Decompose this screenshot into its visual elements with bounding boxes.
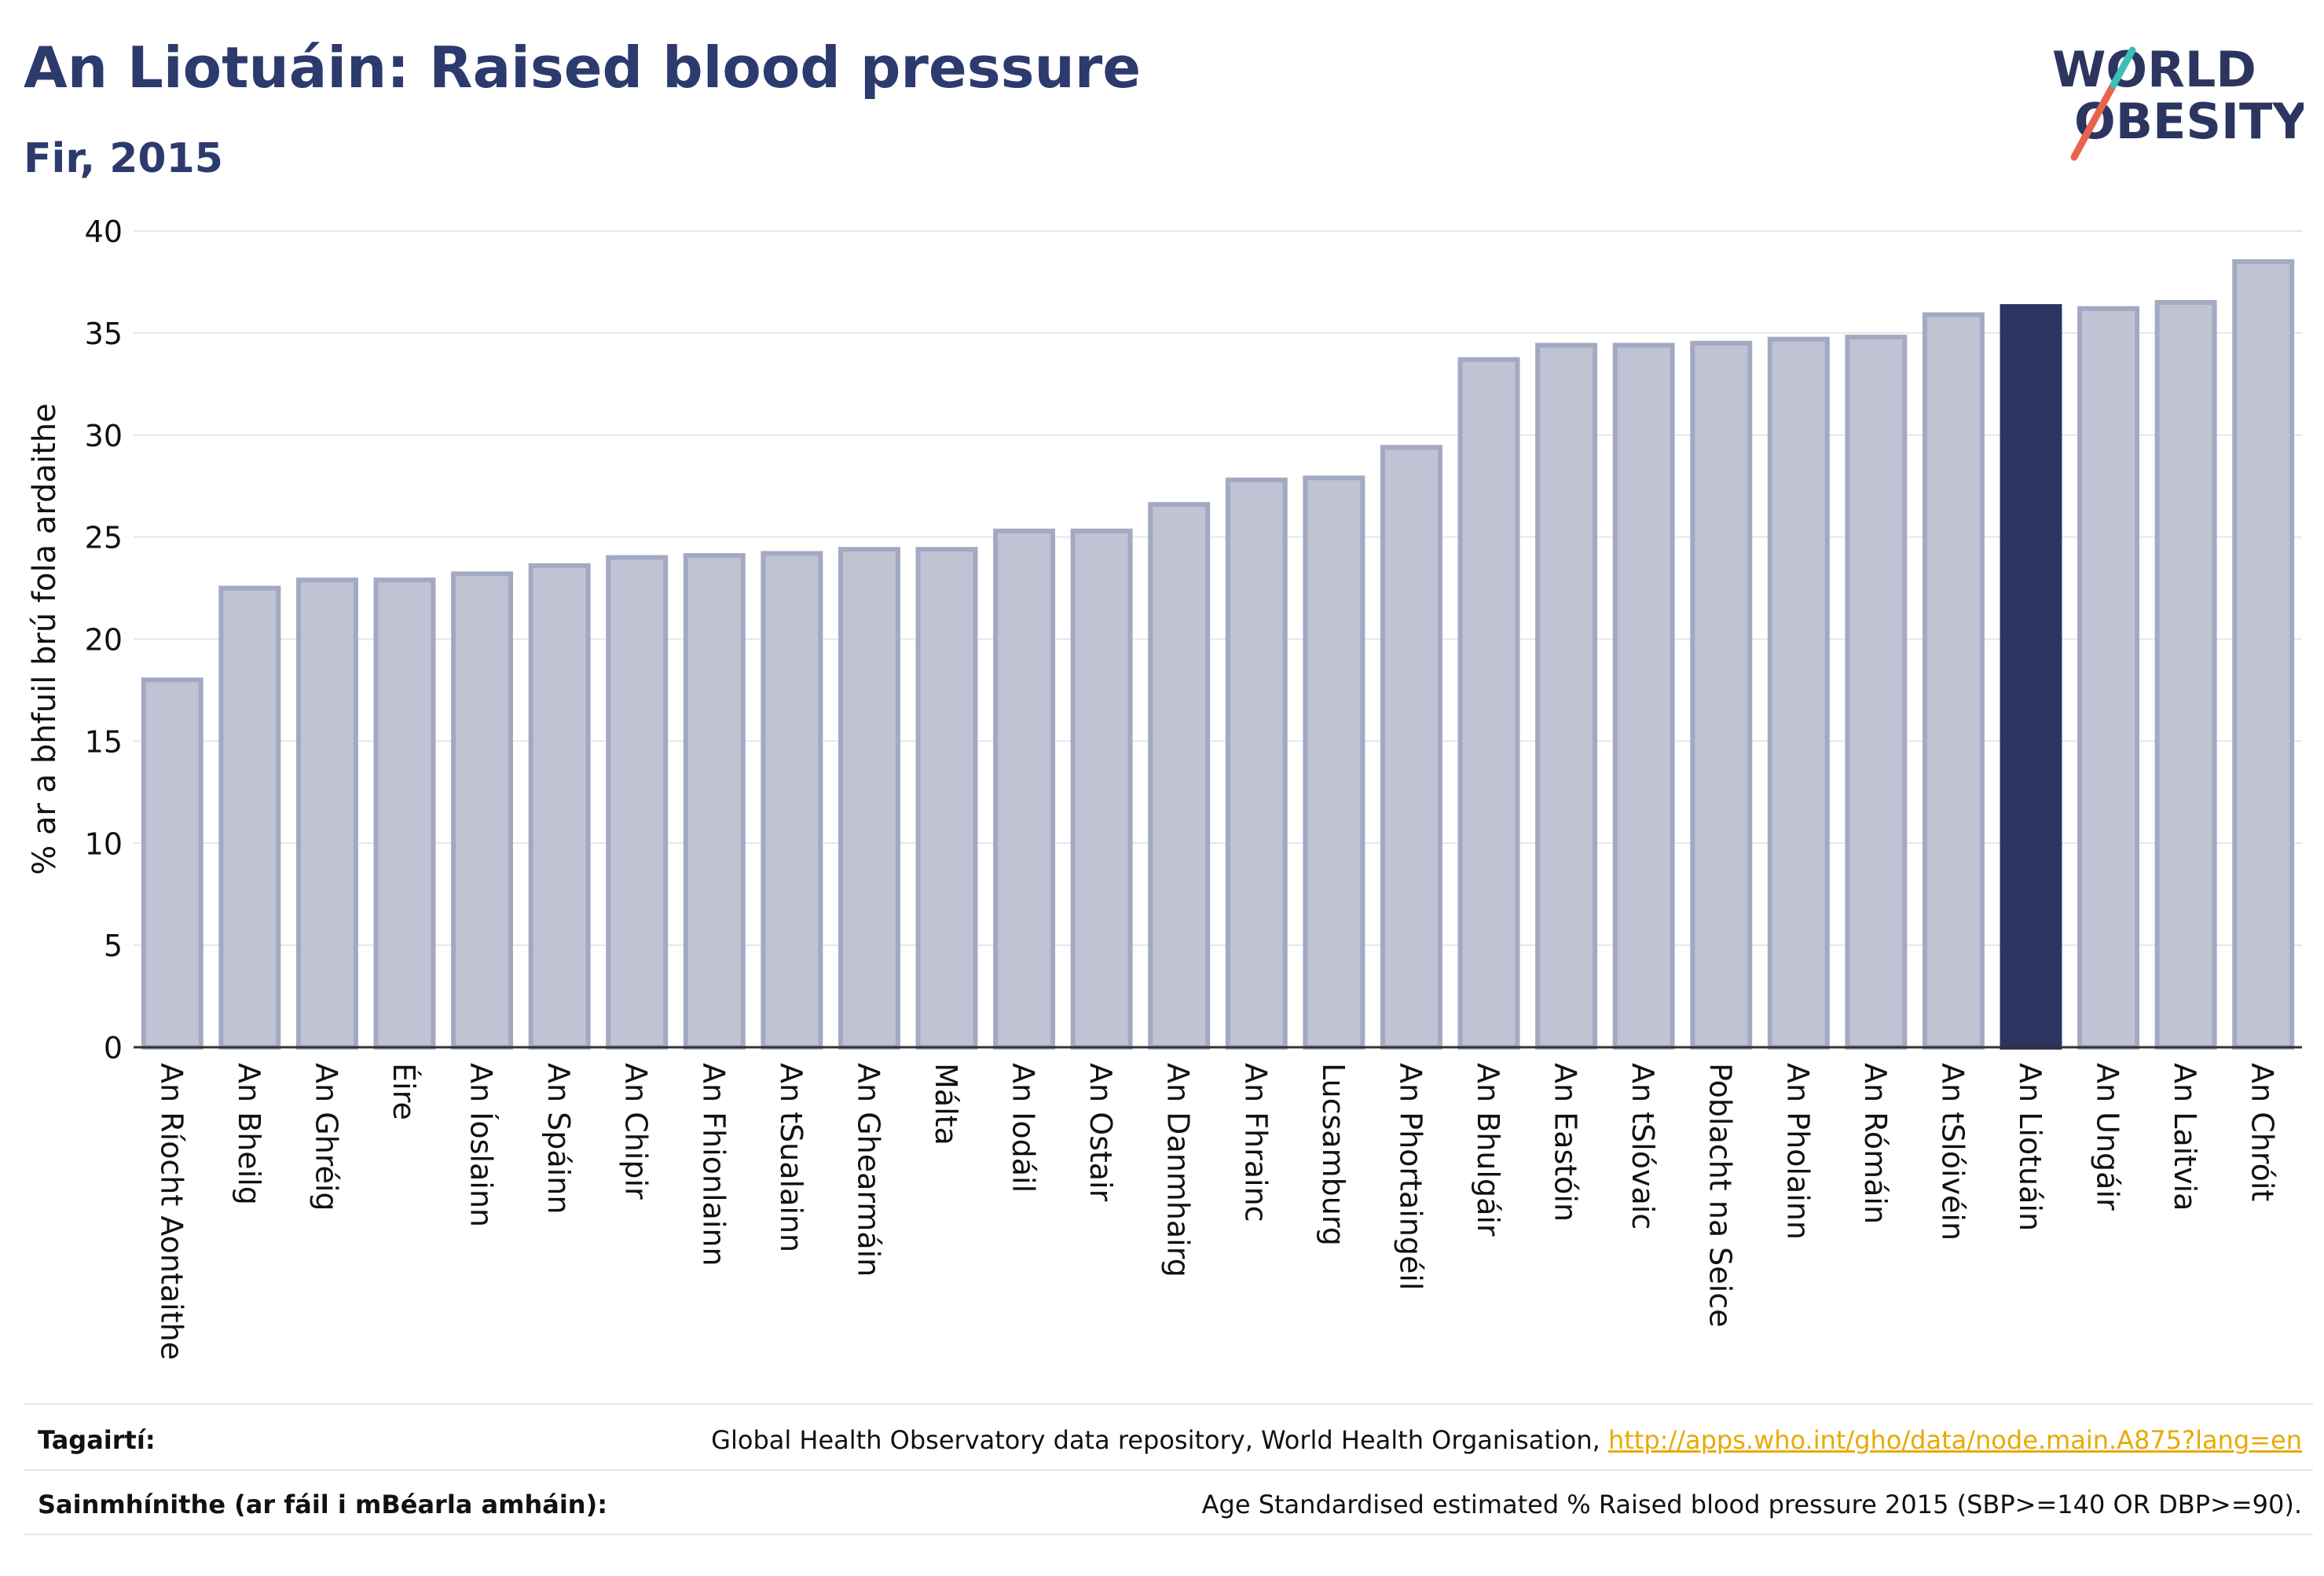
references-value: Global Health Observatory data repositor… — [711, 1425, 2302, 1455]
footer-divider — [24, 1403, 2313, 1405]
bar — [683, 553, 746, 1050]
x-tick-label: An tSlóivéin — [1935, 1063, 1970, 1241]
bar — [1303, 475, 1365, 1050]
references-label: Tagairtí: — [38, 1425, 156, 1455]
bar — [1845, 335, 1908, 1050]
x-tick-label: An Chróit — [2245, 1063, 2280, 1201]
x-tick-label: Éire — [387, 1063, 421, 1120]
bar — [1535, 343, 1598, 1050]
bar — [2000, 304, 2062, 1050]
y-tick-label: 5 — [104, 929, 123, 963]
bar — [2154, 299, 2217, 1050]
x-tick-label: An Danmhairg — [1161, 1063, 1196, 1277]
x-tick-label: An Liotuáin — [2013, 1063, 2047, 1231]
y-tick-label: 35 — [85, 317, 123, 351]
x-tick-label: An Fhionlainn — [696, 1063, 731, 1266]
x-tick-label: An Bheilg — [232, 1063, 266, 1205]
bar — [1380, 445, 1442, 1050]
bar — [141, 677, 203, 1050]
y-tick-label: 10 — [85, 826, 123, 861]
bar — [606, 555, 669, 1050]
bar — [915, 547, 978, 1050]
x-tick-label: An Phortaingéil — [1393, 1063, 1428, 1290]
page-subtitle: Fir, 2015 — [24, 135, 223, 182]
y-tick-label: 30 — [85, 419, 123, 453]
footer-divider — [24, 1469, 2313, 1471]
bar — [993, 528, 1056, 1050]
x-tick-label: An Pholainn — [1780, 1063, 1815, 1240]
bar — [373, 577, 436, 1050]
y-tick-label: 15 — [85, 724, 123, 759]
x-tick-label: An Chipir — [619, 1063, 654, 1200]
bar — [1767, 336, 1830, 1050]
x-tick-label: An Rómáin — [1858, 1063, 1893, 1224]
x-tick-label: Poblacht na Seice — [1703, 1063, 1738, 1328]
logo-line2: OBESITY — [2074, 93, 2304, 150]
x-tick-label: An Íoslainn — [464, 1063, 499, 1227]
x-tick-label: An tSlóvaic — [1626, 1063, 1660, 1230]
x-tick-label: An Ungáir — [2091, 1063, 2125, 1211]
y-tick-label: 25 — [85, 521, 123, 555]
x-tick-label: An Fhrainc — [1238, 1063, 1273, 1222]
bar — [1070, 528, 1133, 1050]
bar — [1612, 343, 1675, 1050]
bar — [1922, 312, 1985, 1050]
x-tick-label: An Ghearmáin — [851, 1063, 885, 1277]
y-axis-label: % ar a bhfuil brú fola ardaithe — [27, 403, 63, 874]
x-tick-label: An Eastóin — [1549, 1063, 1583, 1222]
x-tick-label: An Ríocht Aontaithe — [154, 1063, 189, 1360]
bar — [2232, 258, 2295, 1050]
x-tick-label: An Iodáil — [1006, 1063, 1041, 1193]
x-tick-label: Lucsamburg — [1316, 1063, 1351, 1246]
bar-chart: 0 5 10 15 20 25 30 35 40 % ar a bhfuil brú fola a… — [27, 214, 2302, 1360]
x-tick-label: An tSualainn — [774, 1063, 808, 1252]
bar — [1457, 357, 1520, 1050]
y-tick-label: 20 — [85, 623, 123, 658]
bar — [528, 563, 591, 1050]
definitions-label: Sainmhínithe (ar fáil i mBéarla amháin): — [38, 1490, 607, 1519]
y-tick-label: 0 — [104, 1031, 123, 1065]
world-obesity-logo: WORLD OBESITY — [2052, 41, 2304, 161]
bar — [1690, 340, 1753, 1050]
x-tick-label: Málta — [929, 1063, 963, 1145]
bar — [1225, 477, 1288, 1050]
bar — [838, 547, 900, 1050]
x-tick-label: An Spáinn — [541, 1063, 576, 1214]
x-tick-label: An Laitvia — [2168, 1063, 2202, 1211]
bar — [1148, 502, 1211, 1050]
page-title: An Liotuáin: Raised blood pressure — [24, 35, 1142, 101]
references-link[interactable]: http://apps.who.int/gho/data/node.main.A… — [1607, 1425, 2302, 1455]
x-tick-label: An Ghréig — [309, 1063, 343, 1211]
definitions-value: Age Standardised estimated % Raised bloo… — [1201, 1490, 2302, 1519]
footer-divider — [24, 1534, 2313, 1535]
references-text: Global Health Observatory data repositor… — [711, 1425, 1608, 1455]
logo-line1: WORLD — [2052, 41, 2256, 98]
y-tick-label: 40 — [85, 214, 123, 249]
bar — [451, 571, 514, 1050]
bar — [218, 585, 281, 1050]
x-tick-label: An Bhulgáir — [1471, 1063, 1505, 1237]
bar — [761, 551, 823, 1050]
bar — [295, 577, 358, 1050]
x-tick-label: An Ostair — [1083, 1063, 1118, 1202]
bar — [2077, 306, 2140, 1050]
